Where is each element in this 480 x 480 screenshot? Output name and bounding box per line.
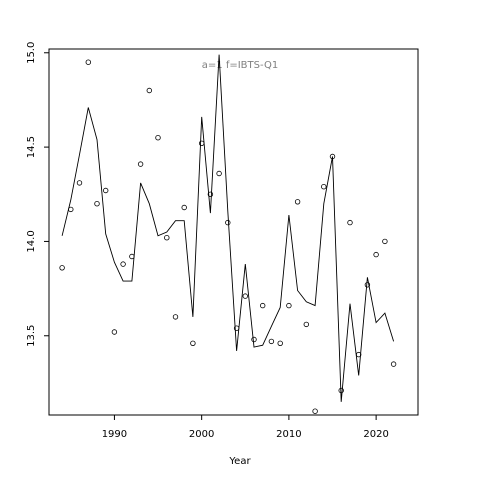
data-point — [129, 253, 135, 260]
data-point — [286, 302, 292, 309]
data-point — [260, 302, 266, 309]
x-axis-label: Year — [228, 456, 251, 467]
x-axis: 1990 2000 2010 2020 — [102, 415, 389, 440]
data-point — [321, 183, 327, 190]
x-tick-label: 2000 — [189, 429, 214, 440]
x-tick-label: 2010 — [276, 429, 301, 440]
data-point — [277, 340, 283, 346]
data-point — [172, 314, 179, 320]
y-axis: 13.5 14.0 14.5 15.0 — [26, 42, 49, 347]
data-point — [85, 59, 91, 65]
data-point — [390, 361, 397, 367]
data-point — [268, 338, 275, 345]
data-point — [198, 140, 205, 146]
data-point — [364, 282, 371, 288]
data-point — [111, 329, 118, 335]
y-tick-label: 14.5 — [26, 136, 37, 158]
series-line — [61, 54, 395, 402]
data-point — [329, 153, 336, 160]
data-point — [303, 321, 309, 328]
data-point — [347, 219, 353, 226]
data-point — [242, 293, 248, 299]
y-tick-label: 15.0 — [26, 42, 37, 64]
data-point — [181, 204, 187, 211]
data-point — [225, 219, 231, 226]
data-point — [216, 170, 222, 177]
data-point — [233, 325, 240, 331]
data-point — [356, 351, 362, 358]
data-point — [207, 191, 214, 197]
data-point — [155, 134, 161, 141]
y-tick-label: 14.0 — [26, 230, 37, 252]
data-point — [190, 340, 196, 346]
data-point — [76, 180, 83, 186]
data-point — [59, 265, 65, 271]
data-point — [120, 261, 126, 267]
data-point — [312, 408, 318, 414]
y-tick-label: 13.5 — [26, 325, 37, 347]
data-point — [146, 87, 152, 94]
x-tick-label: 1990 — [102, 429, 127, 440]
data-point — [338, 387, 344, 394]
data-point — [251, 336, 257, 343]
data-point — [68, 206, 74, 213]
plot-frame — [48, 48, 419, 416]
series-layer — [59, 54, 397, 414]
data-point — [102, 187, 109, 194]
data-point — [137, 161, 144, 167]
data-point — [94, 200, 100, 207]
data-point — [164, 234, 170, 241]
x-tick-label: 2020 — [363, 429, 388, 440]
data-point — [382, 238, 388, 245]
chart-annotation: a=1 f=IBTS-Q1 — [202, 60, 278, 71]
data-point — [373, 251, 379, 258]
data-point — [294, 199, 301, 205]
